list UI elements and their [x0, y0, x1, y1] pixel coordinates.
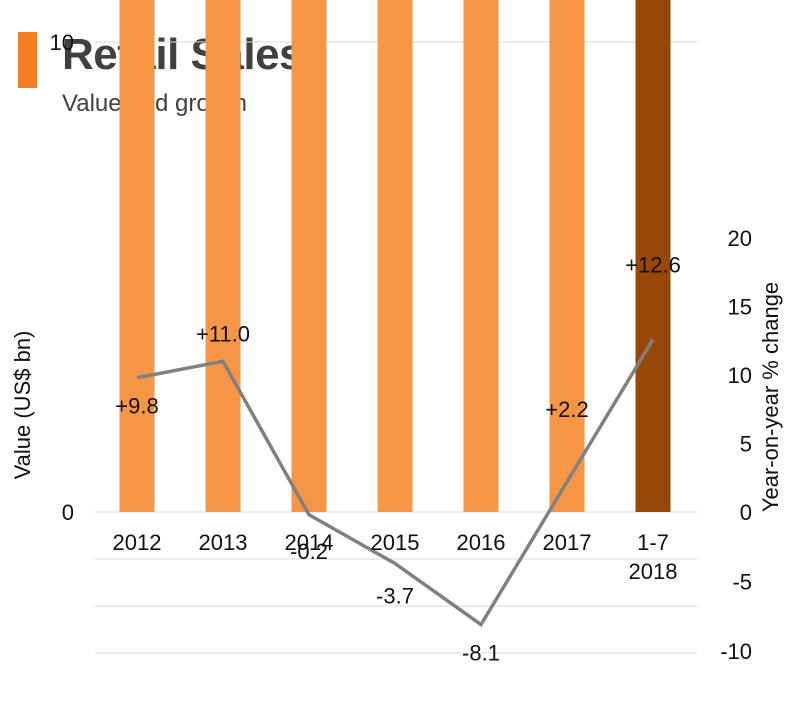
data-labels: 57.163.463.260.956.057.236.7+9.8+11.0-0.… [115, 252, 681, 666]
growth-line [136, 338, 655, 628]
bars [119, 0, 671, 512]
bar [291, 0, 327, 512]
growth-value-label: +2.2 [545, 397, 588, 422]
y2-tick-label: -10 [720, 639, 752, 664]
growth-value-label: +9.8 [115, 394, 158, 419]
x-tick-label: 2014 [285, 530, 334, 555]
gridlines [95, 41, 697, 654]
chart-title: Retail Sales [62, 30, 304, 79]
x-tick-label: 2016 [457, 530, 506, 555]
y2-tick-label: -5 [732, 570, 752, 595]
bar [205, 0, 241, 512]
y2-tick-label: 10 [728, 363, 752, 388]
x-tick-label: 1-7 [637, 530, 669, 555]
title-accent-bar [18, 32, 37, 88]
bar [635, 0, 671, 512]
growth-value-label: -3.7 [376, 583, 414, 608]
y2-tick-label: 0 [740, 500, 752, 525]
y-tick-label: 10 [50, 30, 74, 55]
x-tick-label: 2015 [371, 530, 420, 555]
y2-tick-label: 5 [740, 432, 752, 457]
growth-value-label: -8.1 [462, 641, 500, 666]
x-tick-label: 2012 [113, 530, 162, 555]
bar [463, 0, 499, 512]
bar [549, 0, 585, 512]
y-tick-label: 0 [62, 500, 74, 525]
growth-value-label: -0.2 [290, 539, 328, 564]
x-tick-label: 2013 [199, 530, 248, 555]
growth-value-label: +11.0 [196, 321, 250, 346]
y2-axis-title: Year-on-year % change [758, 282, 783, 512]
bar [119, 0, 155, 512]
y-axis-title: Value (US$ bn) [10, 331, 35, 480]
y2-tick-label: 15 [728, 295, 752, 320]
x-tick-label: 2018 [629, 559, 678, 584]
x-tick-label: 2017 [543, 530, 592, 555]
y2-tick-label: 20 [728, 226, 752, 251]
growth-value-label: +12.6 [625, 252, 681, 277]
bar [377, 0, 413, 512]
